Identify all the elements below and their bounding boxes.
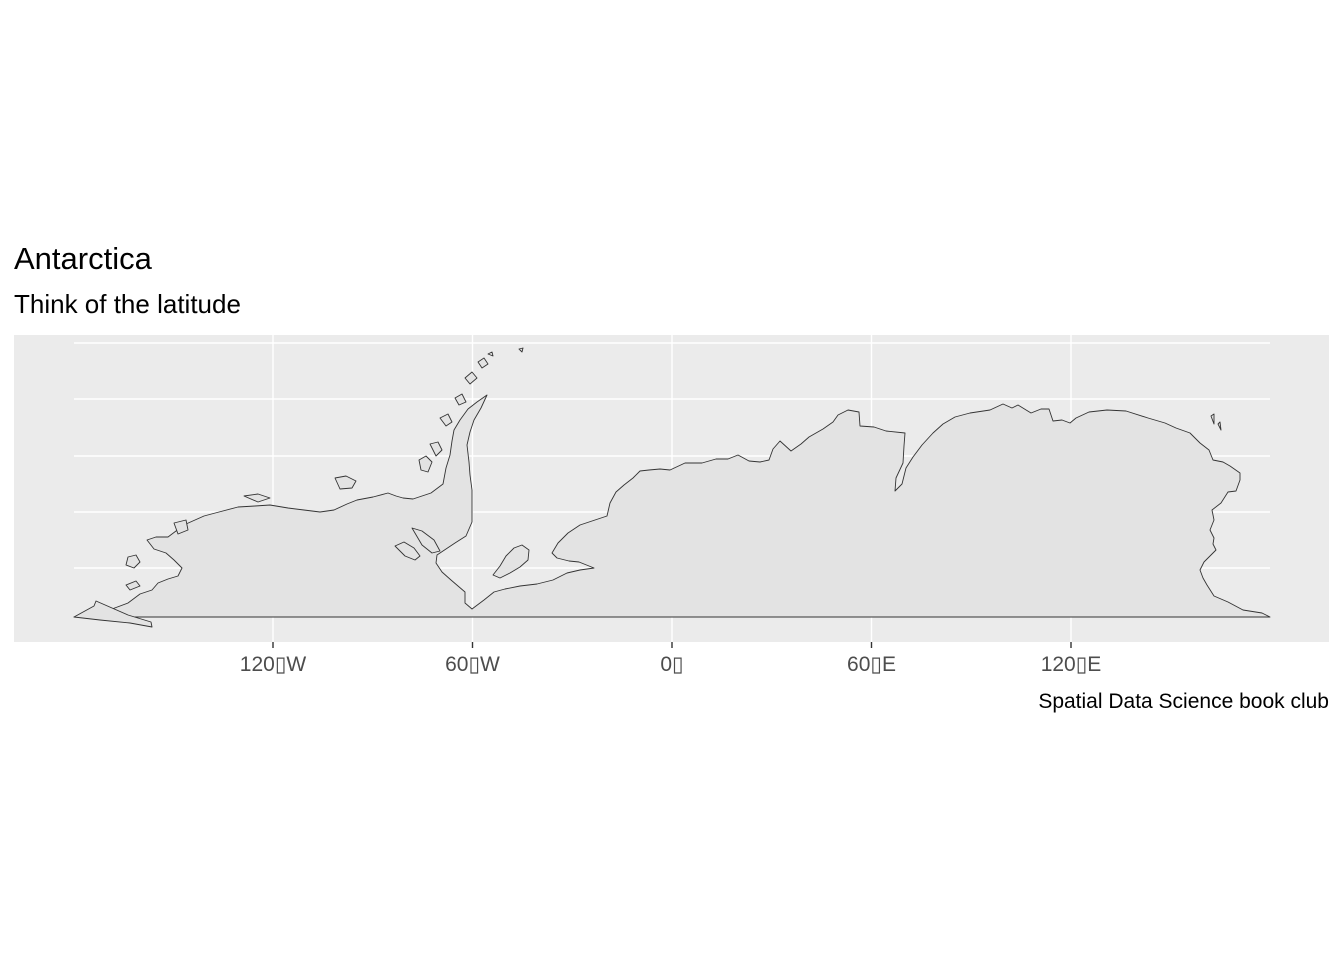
x-tick-label: 60▯W — [445, 653, 500, 676]
x-tick-label: 0▯ — [660, 653, 683, 676]
berkner-island — [492, 544, 530, 579]
peninsula-island-4 — [429, 441, 443, 457]
peninsula-island-10 — [243, 493, 271, 503]
west-island-2 — [125, 580, 141, 591]
peninsula-island-3 — [418, 455, 433, 473]
north-islet-1 — [487, 351, 494, 357]
peninsula-island-5 — [439, 413, 453, 427]
peninsula-island-8 — [477, 357, 489, 369]
x-axis-ticks: 120▯W 60▯W 0▯ 60▯E 120▯E — [240, 642, 1102, 676]
x-tick-label: 60▯E — [847, 653, 896, 676]
north-islet-2 — [518, 347, 524, 353]
west-island-1 — [125, 554, 141, 569]
east-island-1 — [1210, 413, 1215, 425]
east-antarctica-coast — [73, 394, 1271, 618]
x-tick-label: 120▯E — [1041, 653, 1102, 676]
peninsula-island-11 — [173, 519, 189, 535]
plot-title: Antarctica — [14, 241, 152, 276]
peninsula-island-9 — [334, 475, 357, 490]
antarctica-landmass — [73, 347, 1271, 628]
peninsula-island-1 — [394, 541, 421, 561]
ice-shelf-tongue — [73, 600, 153, 628]
east-island-2 — [1217, 421, 1222, 431]
plot-caption: Spatial Data Science book club — [1038, 690, 1329, 713]
x-tick-label: 120▯W — [240, 653, 307, 676]
peninsula-island-7 — [464, 371, 478, 385]
plot-subtitle: Think of the latitude — [14, 289, 241, 319]
peninsula-island-6 — [454, 393, 467, 406]
peninsula-island-2 — [411, 527, 441, 554]
